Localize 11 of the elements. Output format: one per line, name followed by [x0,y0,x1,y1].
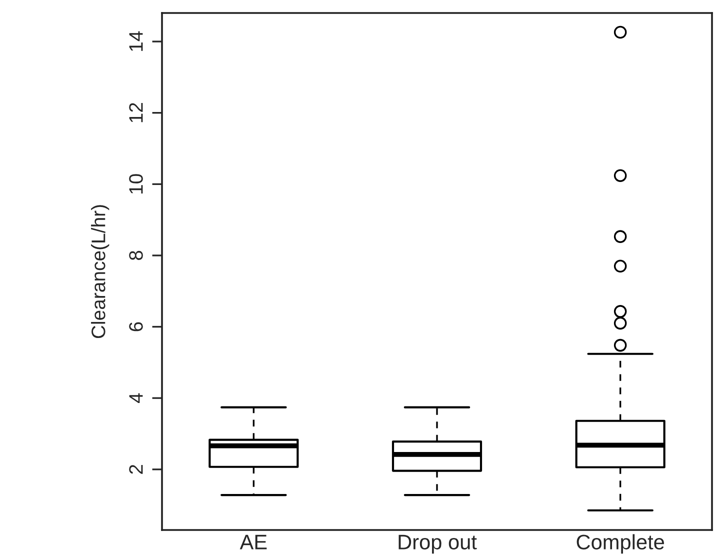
x-tick-label: Drop out [398,534,477,554]
y-tick-label: 10 [129,174,143,194]
y-tick-label: 14 [129,31,143,51]
y-axis-title: Clearance(L/hr) [91,205,110,338]
x-tick-label: Complete [576,534,664,554]
y-tick-label: 2 [129,464,143,474]
y-tick-label: 8 [129,250,143,260]
y-tick-label: 4 [129,393,143,404]
x-tick-label: AE [240,534,267,550]
y-tick-label: 12 [129,102,143,122]
y-tick-label: 6 [129,322,143,332]
